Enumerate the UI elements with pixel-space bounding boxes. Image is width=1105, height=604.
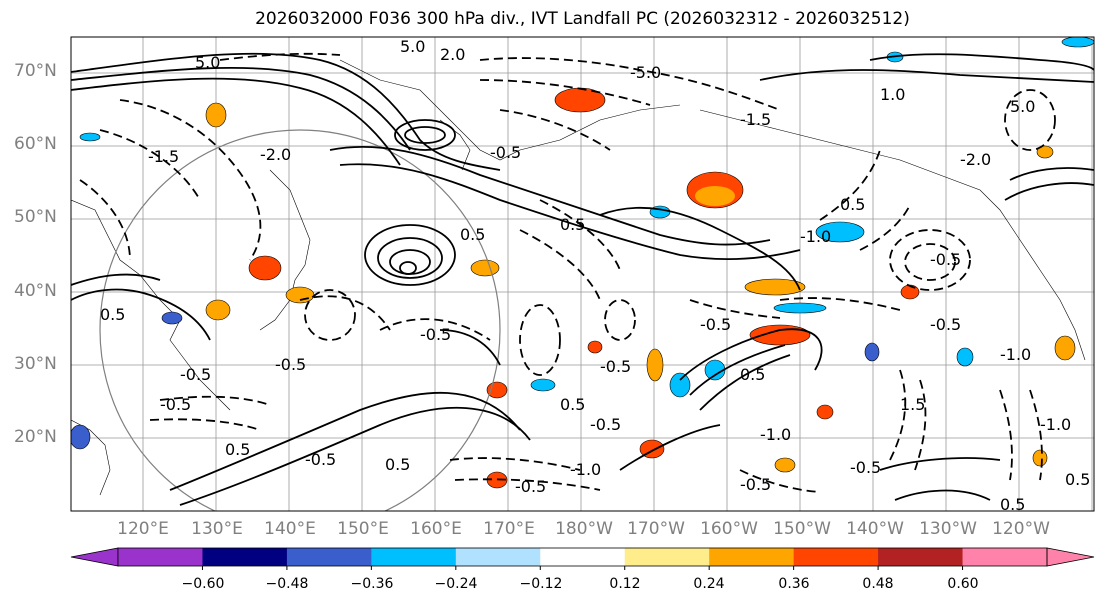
contour-label: 0.5 [225,440,250,459]
contour-label: -1.0 [570,460,601,479]
contour-label: -1.5 [740,110,771,129]
contour-label: 5.0 [400,37,425,56]
contour-label: 0.5 [460,225,485,244]
colorbar-segment [202,548,288,566]
contour-label: 2.0 [440,45,465,64]
lon-label: 130°E [191,519,243,539]
contour-label: -0.5 [930,250,961,269]
lon-label: 150°E [337,519,389,539]
lon-label: 140°W [846,519,904,539]
map-frame [70,36,1095,512]
contour-label: 5.0 [1010,97,1035,116]
contour-label: -5.0 [630,63,661,82]
contour-label: 0.5 [560,215,585,234]
lon-label: 160°W [700,519,758,539]
lon-label: 150°W [773,519,831,539]
colorbar-segment [118,548,203,566]
lon-label: 130°W [919,519,977,539]
contour-label: -0.5 [275,355,306,374]
contour-label: 0.5 [100,305,125,324]
colorbar-tick-label: 0.12 [609,576,641,592]
contour-label: -0.5 [600,357,631,376]
contour-label: 1.0 [880,85,905,104]
colorbar-extend-low [70,547,119,567]
lat-label: 60°N [14,134,57,154]
contour-label: -0.5 [160,395,191,414]
colorbar-segment [286,548,372,566]
colorbar-segment [371,548,457,566]
lat-label: 40°N [14,281,57,301]
figure-title: 2026032000 F036 300 hPa div., IVT Landfa… [255,9,910,29]
contour-label: -0.5 [515,477,546,496]
contour-label: -1.0 [800,227,831,246]
colorbar-segment [709,548,795,566]
contour-label: -0.5 [180,365,211,384]
lon-label: 180°W [555,519,613,539]
contour-label: -0.5 [850,458,881,477]
lat-label: 50°N [14,207,57,227]
lon-label: 140°E [264,519,316,539]
colorbar-tick-label: 0.48 [862,576,894,592]
contour-label: 5.0 [195,53,220,72]
colorbar-extend-high [1046,547,1095,567]
contour-label: -2.0 [960,150,991,169]
contour-label: -1.0 [1000,345,1031,364]
contour-label: 1.5 [900,395,925,414]
contour-label: 0.5 [1000,495,1025,514]
colorbar-tick-label: −0.24 [434,576,478,592]
contour-label: -0.5 [590,415,621,434]
contour-label: 0.5 [740,365,765,384]
contour-label: -2.0 [260,145,291,164]
lon-label: 160°E [410,519,462,539]
colorbar-tick-label: 0.24 [693,576,725,592]
graticule [71,37,1094,511]
contour-label: 0.5 [560,395,585,414]
lat-label: 30°N [14,354,57,374]
colorbar-segment [455,548,541,566]
contour-label: 0.5 [385,455,410,474]
contour-label: -1.5 [148,147,179,166]
contour-labels: 5.0 5.0 2.0 -5.0 -1.5 -2.0 -1.5 -0.5 0.5 -1.0 1.0 -… [100,37,1090,514]
contour-label: -1.0 [760,425,791,444]
contour-label: -1.0 [1040,415,1071,434]
divergence-contours-negative [79,52,1056,493]
contour-label: -0.5 [305,450,336,469]
colorbar-segment [624,548,710,566]
colorbar-outline [117,547,1048,567]
colorbar-tick-label: −0.12 [519,576,563,592]
colorbar-segment [878,548,964,566]
contour-label: -0.5 [740,475,771,494]
colorbar-tick-label: −0.48 [265,576,309,592]
contour-label: -0.5 [930,315,961,334]
contour-label: -0.5 [700,315,731,334]
lon-label: 170°E [483,519,535,539]
lat-label: 70°N [14,61,57,81]
contour-label: 0.5 [840,195,865,214]
colorbar-segment [540,548,626,566]
range-ring [99,129,501,511]
colorbar-tick-label: 0.60 [947,576,979,592]
divergence-contours-positive [71,52,1094,506]
colorbar-segment [793,548,879,566]
lon-label: 170°W [627,519,685,539]
colorbar-tick-label: −0.36 [350,576,394,592]
contour-label: 0.5 [1065,470,1090,489]
lon-label: 120°E [117,519,169,539]
colorbar-tick-label: 0.36 [778,576,810,592]
contour-label: -0.5 [490,143,521,162]
lon-label: 120°W [992,519,1050,539]
lat-label: 20°N [14,427,57,447]
contour-label: -0.5 [420,325,451,344]
colorbar-tick-label: −0.60 [181,576,225,592]
colorbar-segment [962,548,1048,566]
shaded-patches [71,37,1094,489]
